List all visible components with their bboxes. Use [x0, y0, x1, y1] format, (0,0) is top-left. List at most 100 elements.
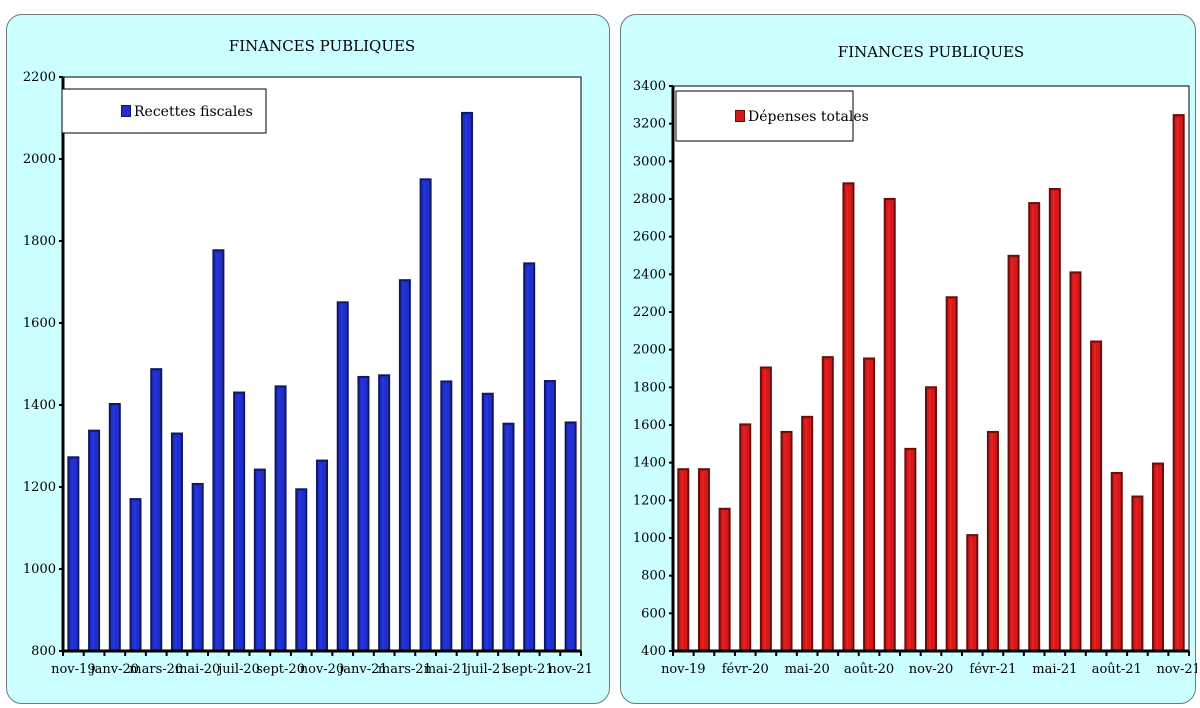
bar-highlight [402, 283, 405, 651]
chart-title: FINANCES PUBLIQUES [838, 43, 1024, 61]
y-tick-label: 3400 [633, 79, 666, 94]
bar-highlight [174, 436, 177, 651]
bar-highlight [382, 378, 385, 651]
y-tick-label: 2600 [633, 230, 666, 245]
chart-panel-depenses: FINANCES PUBLIQUES 400 600 800 1000 1200 1400 1… [620, 14, 1197, 704]
legend-swatch [122, 106, 130, 116]
bar-highlight [701, 472, 704, 651]
y-tick-label: 3200 [633, 117, 666, 132]
y-tick-label: 1600 [633, 418, 666, 433]
bar-highlight [722, 511, 725, 651]
bar-highlight [257, 472, 260, 651]
legend-box [675, 90, 854, 142]
bar-highlight [1135, 499, 1138, 651]
x-tick-label: mai-21 [424, 662, 469, 677]
bar-highlight [929, 390, 931, 651]
bar-highlight [846, 186, 849, 651]
bar-highlight [825, 360, 828, 651]
x-tick-label: févr-20 [722, 662, 769, 677]
y-tick-label: 1800 [23, 234, 56, 249]
x-tick-label: mai-21 [1032, 662, 1077, 677]
bar [699, 470, 708, 651]
bar-highlight [237, 395, 240, 651]
y-tick-label: 2400 [633, 267, 666, 282]
bar-highlight [1156, 466, 1159, 651]
x-tick-label: mars-20 [129, 662, 183, 677]
x-tick-label: nov-19 [51, 662, 95, 677]
chart-depenses-totales: FINANCES PUBLIQUES 400 600 800 1000 1200 1400 1… [633, 43, 1197, 677]
bar [988, 432, 997, 651]
x-tick-label: févr-21 [969, 662, 1016, 677]
legend-swatch [736, 111, 744, 121]
legend-label: Recettes fiscales [134, 104, 253, 120]
x-tick-label: nov-21 [1156, 662, 1197, 677]
legend-label: Dépenses totales [748, 109, 869, 125]
bar-highlight [92, 433, 95, 651]
y-tick-label: 1400 [633, 456, 666, 471]
chart-recettes-fiscales: FINANCES PUBLIQUES 800 1000 1200 1400 1600 180… [23, 37, 593, 677]
y-tick-label: 1200 [633, 493, 666, 508]
bar-highlight [278, 389, 281, 651]
bar-highlight [361, 379, 364, 651]
x-tick-label: nov-20 [909, 662, 953, 677]
bar-highlight [320, 463, 322, 651]
bar-highlight [970, 538, 973, 651]
legend-box [61, 88, 267, 134]
bar-highlight [527, 266, 530, 651]
x-tick-label: mai-20 [175, 662, 220, 677]
bar-highlight [112, 407, 115, 651]
bar-highlight [71, 460, 74, 651]
y-tick-label: 2000 [633, 343, 666, 358]
bar-highlight [133, 502, 136, 651]
bar-highlight [681, 472, 684, 651]
y-tick-label: 1600 [23, 316, 56, 331]
x-tick-label: sept-21 [505, 662, 554, 677]
y-tick-label: 2000 [23, 152, 56, 167]
bar [782, 432, 791, 651]
bar-highlight [568, 425, 571, 651]
bar-highlight [1176, 118, 1179, 652]
y-tick-label: 1000 [633, 531, 666, 546]
x-tick-label: juil-21 [465, 662, 509, 677]
y-tick-label: 400 [641, 644, 666, 659]
y-tick-label: 3000 [633, 154, 666, 169]
bar [968, 536, 977, 651]
x-tick-label: nov-21 [548, 662, 592, 677]
bar-highlight [784, 434, 787, 651]
chart-title: FINANCES PUBLIQUES [229, 37, 415, 55]
bar-highlight [949, 300, 952, 651]
x-tick-label: nov-20 [300, 662, 344, 677]
bar-highlight [340, 305, 343, 651]
bar-highlight [465, 115, 468, 651]
bar-highlight [763, 370, 766, 651]
bar-highlight [1094, 344, 1097, 651]
bar-highlight [1011, 258, 1014, 651]
bar-highlight [299, 492, 302, 651]
bar-highlight [154, 372, 157, 651]
x-tick-label: juil-20 [216, 662, 260, 677]
bar [1154, 464, 1163, 651]
y-tick-label: 2800 [633, 192, 666, 207]
x-tick-label: sept-20 [256, 662, 305, 677]
bar [865, 359, 874, 651]
bar [679, 470, 688, 651]
bar-highlight [1073, 275, 1076, 651]
y-tick-label: 2200 [633, 305, 666, 320]
bar-highlight [1032, 206, 1035, 651]
x-tick-label: janv-20 [89, 662, 139, 677]
x-tick-label: nov-19 [661, 662, 705, 677]
bar-highlight [195, 486, 198, 651]
bar-highlight [805, 419, 808, 651]
y-tick-label: 800 [31, 644, 56, 659]
y-tick-label: 1800 [633, 380, 666, 395]
x-tick-label: mai-20 [785, 662, 830, 677]
bar-highlight [990, 434, 993, 651]
bar-highlight [887, 201, 890, 652]
x-tick-label: août-20 [844, 662, 894, 677]
y-tick-label: 1000 [23, 562, 56, 577]
x-tick-label: janv-21 [337, 662, 387, 677]
bar-highlight [1052, 191, 1055, 651]
bar-highlight [423, 182, 426, 651]
chart-panel-recettes: FINANCES PUBLIQUES 800 1000 1200 1400 1600 180… [6, 14, 610, 704]
y-tick-label: 800 [641, 569, 666, 584]
